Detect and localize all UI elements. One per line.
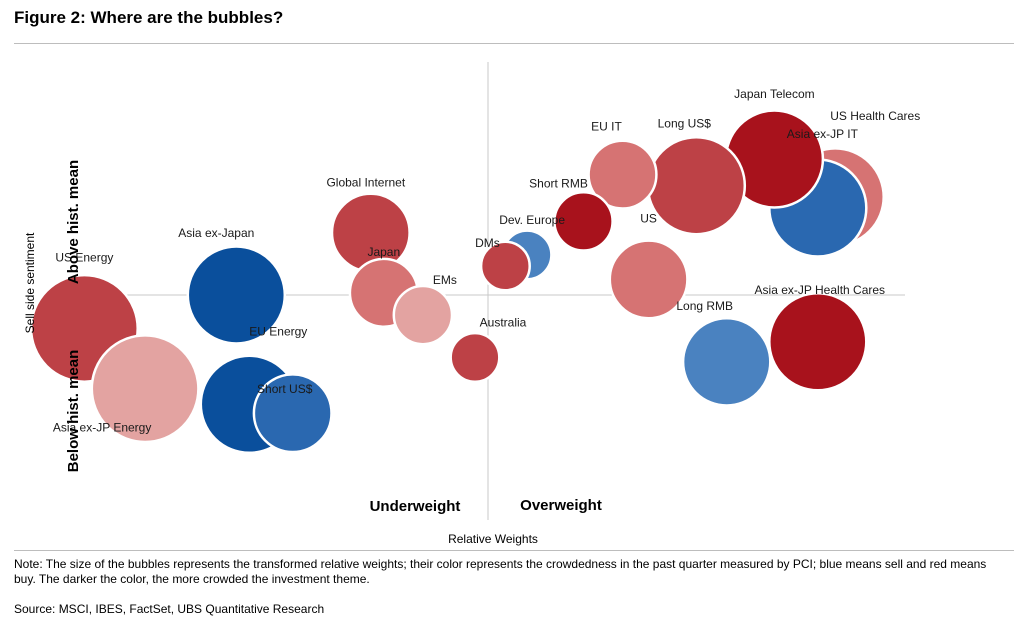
bubble-chart: US Health Cares Asia ex-JP IT Japan Teleco…: [23, 62, 920, 546]
title-divider: [14, 43, 1014, 44]
bubble-label-asia-ex-jp-it: Asia ex-JP IT: [787, 127, 859, 141]
bubble-label-us-energy: US Energy: [55, 250, 113, 264]
bubble-label-eu-it: EU IT: [591, 120, 622, 134]
y-axis-title: Sell side sentiment: [23, 232, 37, 333]
x-axis-title: Relative Weights: [448, 532, 538, 546]
bubble-us: [608, 239, 689, 320]
bubble-label-asia-ex-jp-health-cares: Asia ex-JP Health Cares: [755, 283, 886, 297]
bubble-label-japan-telecom: Japan Telecom: [734, 87, 815, 101]
bubble-asia-ex-jp-health-cares: [768, 292, 868, 392]
bubble-label-japan: Japan: [367, 245, 400, 259]
bubble-label-australia: Australia: [480, 315, 527, 329]
note-divider: [14, 550, 1014, 551]
above-mean-label: Above hist. mean: [65, 160, 82, 284]
bubble-label-us: US: [640, 211, 657, 225]
bubble-label-ems: EMs: [433, 273, 457, 287]
bubble-short-us: [252, 373, 333, 454]
bubble-asia-ex-jp-energy: [90, 334, 200, 444]
bubble-label-short-us: Short US$: [257, 382, 313, 396]
bubble-ems: [392, 284, 454, 346]
bubble-label-dms: DMs: [475, 236, 500, 250]
figure-title: Figure 2: Where are the bubbles?: [14, 8, 284, 27]
below-mean-label: Below hist. mean: [65, 350, 82, 473]
bubble-eu-it: [587, 139, 658, 210]
bubble-asia-ex-japan: [186, 245, 287, 345]
bubble-short-rmb: [553, 191, 614, 252]
bubble-labels-layer: US Health Cares Asia ex-JP IT Japan Teleco…: [53, 87, 920, 435]
bubble-label-asia-ex-japan: Asia ex-Japan: [178, 226, 254, 240]
bubble-dms: [479, 240, 531, 292]
bubble-label-eu-energy: EU Energy: [249, 324, 307, 338]
bubble-label-long-us: Long US$: [658, 117, 712, 131]
bubble-label-long-rmb: Long RMB: [676, 299, 733, 313]
bubble-long-us: [646, 135, 747, 236]
overweight-label: Overweight: [520, 497, 602, 514]
bubble-label-us-health-cares: US Health Cares: [830, 109, 920, 123]
chart-note: Note: The size of the bubbles represents…: [14, 557, 987, 586]
bubble-label-global-internet: Global Internet: [326, 176, 405, 190]
bubble-global-internet: [330, 192, 411, 273]
bubble-label-short-rmb: Short RMB: [529, 176, 588, 190]
bubble-label-asia-ex-jp-energy: Asia ex-JP Energy: [53, 421, 152, 435]
chart-source: Source: MSCI, IBES, FactSet, UBS Quantit…: [14, 602, 325, 616]
bubbles-layer: [29, 109, 885, 455]
bubble-label-dev-europe: Dev. Europe: [499, 213, 565, 227]
underweight-label: Underweight: [370, 498, 461, 515]
bubble-australia: [449, 331, 501, 383]
bubble-long-rmb: [681, 317, 772, 407]
